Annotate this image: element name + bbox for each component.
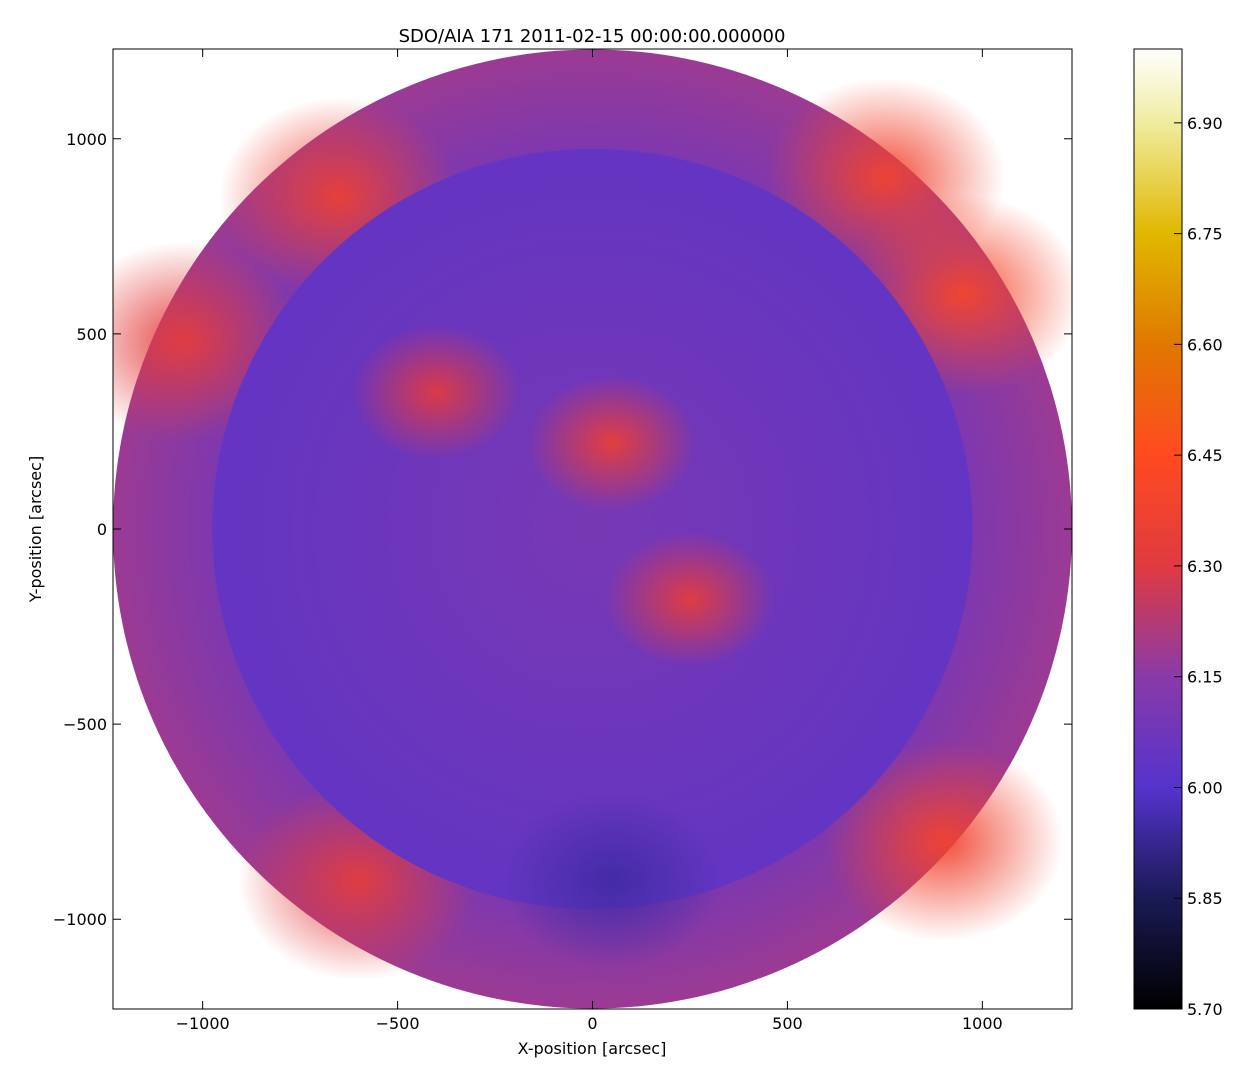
y-tick-label: 1000 <box>66 130 107 149</box>
colorbar-tick-label: 6.75 <box>1187 225 1223 244</box>
y-axis-ticks: −1000 −500 0 500 1000 <box>53 130 1072 929</box>
colorbar-tick-label: 5.70 <box>1187 1000 1223 1019</box>
colorbar-tick-label: 6.15 <box>1187 668 1223 687</box>
x-tick-label: 1000 <box>962 1014 1003 1033</box>
y-tick-label: 0 <box>97 520 107 539</box>
colorbar <box>1133 48 1183 1010</box>
colorbar-tick-label: 6.45 <box>1187 446 1223 465</box>
solar-image <box>113 49 1072 1009</box>
y-tick-label: 500 <box>76 325 107 344</box>
colorbar-tick-label: 6.90 <box>1187 114 1223 133</box>
y-tick-label: −500 <box>63 715 107 734</box>
x-axis-ticks: −1000 −500 0 500 1000 <box>176 49 1003 1033</box>
x-tick-label: −1000 <box>176 1014 230 1033</box>
colorbar-tick-label: 6.60 <box>1187 335 1223 354</box>
y-axis-label: Y-position [arcsec] <box>26 456 45 603</box>
x-axis-label: X-position [arcsec] <box>518 1039 667 1058</box>
active-region <box>526 375 697 512</box>
colorbar-tick-label: 5.85 <box>1187 889 1223 908</box>
colorbar-tick-label: 6.30 <box>1187 557 1223 576</box>
active-region <box>604 531 775 668</box>
colorbar-ticks: 5.70 5.85 6.00 6.15 6.30 6.45 6.60 6.75 6.90 <box>1174 114 1223 1019</box>
coronal-loop-region <box>823 741 1064 942</box>
colorbar-tick-label: 6.00 <box>1187 778 1223 797</box>
chart-title: SDO/AIA 171 2011-02-15 00:00:00.000000 <box>399 26 786 47</box>
y-tick-label: −1000 <box>53 910 107 929</box>
x-tick-label: 500 <box>772 1014 803 1033</box>
x-tick-label: −500 <box>376 1014 420 1033</box>
x-tick-label: 0 <box>587 1014 597 1033</box>
active-region <box>351 324 522 461</box>
coronal-hole-region <box>501 792 722 969</box>
